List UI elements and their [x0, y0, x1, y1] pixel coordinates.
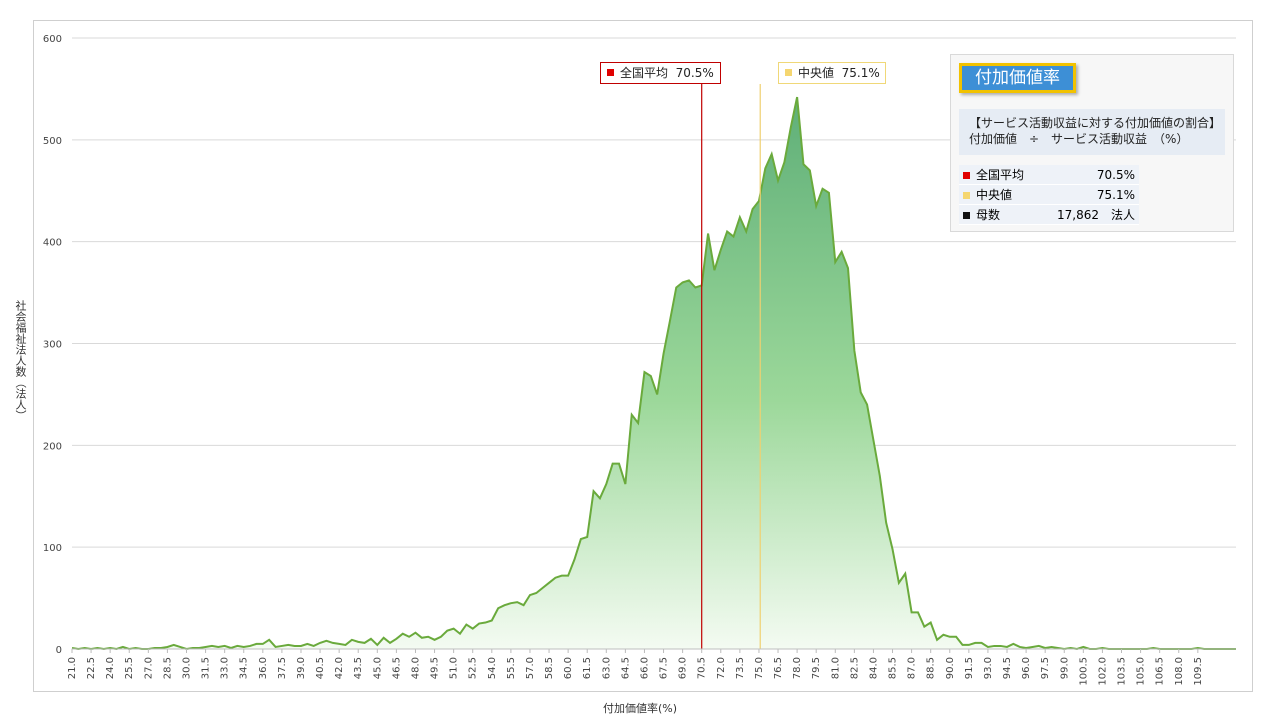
median-marker-label: 中央値 75.1% — [778, 62, 886, 84]
stats-value: 17,862 法人 — [1039, 204, 1139, 225]
x-tick-label: 103.5 — [1117, 657, 1128, 686]
description-line-2: 付加価値 ÷ サービス活動収益 （%） — [969, 132, 1189, 146]
x-tick-label: 82.5 — [849, 657, 860, 679]
stats-row-count: 母数 17,862 法人 — [959, 204, 1139, 225]
x-tick-label: 91.5 — [964, 657, 975, 679]
stats-label: 中央値 — [976, 188, 1013, 202]
x-tick-label: 93.0 — [983, 657, 994, 679]
description-line-1: 【サービス活動収益に対する付加価値の割合】 — [969, 116, 1222, 130]
x-tick-label: 31.5 — [201, 657, 212, 679]
stats-value: 75.1% — [1039, 184, 1139, 205]
stats-row-median: 中央値 75.1% — [959, 184, 1139, 205]
x-tick-label: 48.0 — [410, 657, 421, 679]
x-tick-label: 63.0 — [601, 657, 612, 679]
median-value: 75.1% — [841, 66, 880, 80]
y-tick-label: 0 — [56, 645, 62, 656]
stats-table: 全国平均 70.5% 中央値 75.1% 母数 17,862 法人 — [959, 165, 1139, 225]
x-tick-label: 58.5 — [544, 657, 555, 679]
x-tick-label: 73.5 — [735, 657, 746, 679]
x-tick-label: 40.5 — [315, 657, 326, 679]
x-tick-label: 79.5 — [811, 657, 822, 679]
x-tick-label: 27.0 — [143, 657, 154, 679]
x-tick-label: 90.0 — [945, 657, 956, 679]
x-tick-label: 43.5 — [353, 657, 364, 679]
national-average-legend-square-icon — [607, 69, 614, 76]
y-tick-label: 100 — [43, 543, 62, 554]
x-tick-label: 102.0 — [1097, 657, 1108, 686]
info-panel-description: 【サービス活動収益に対する付加価値の割合】 付加価値 ÷ サービス活動収益 （%… — [959, 109, 1225, 155]
x-tick-label: 52.5 — [468, 657, 479, 679]
x-tick-label: 60.0 — [563, 657, 574, 679]
national-average-label: 全国平均 — [620, 66, 669, 80]
red-square-icon — [963, 172, 970, 179]
x-tick-label: 34.5 — [239, 657, 250, 679]
stats-label: 母数 — [976, 208, 1001, 222]
national-average-value: 70.5% — [675, 66, 714, 80]
x-tick-label: 51.0 — [449, 657, 460, 679]
x-tick-label: 42.0 — [334, 657, 345, 679]
x-tick-label: 55.5 — [506, 657, 517, 679]
x-tick-label: 39.0 — [296, 657, 307, 679]
yellow-square-icon — [963, 192, 970, 199]
x-tick-label: 72.0 — [716, 657, 727, 679]
x-tick-label: 100.5 — [1078, 657, 1089, 686]
y-tick-label: 200 — [43, 441, 62, 452]
x-axis-label: 付加価値率(%) — [602, 702, 678, 715]
y-axis-label: 社会福祉法人数（法人） — [14, 300, 27, 421]
y-tick-label: 600 — [43, 34, 62, 45]
x-tick-label: 49.5 — [430, 657, 441, 679]
x-tick-label: 94.5 — [1002, 657, 1013, 679]
y-tick-label: 500 — [43, 136, 62, 147]
x-tick-label: 67.5 — [659, 657, 670, 679]
x-tick-label: 57.0 — [525, 657, 536, 679]
x-tick-label: 25.5 — [124, 657, 135, 679]
x-tick-label: 97.5 — [1040, 657, 1051, 679]
x-tick-label: 46.5 — [391, 657, 402, 679]
x-tick-label: 108.0 — [1174, 657, 1185, 686]
x-tick-label: 75.0 — [754, 657, 765, 679]
info-panel: 付加価値率 【サービス活動収益に対する付加価値の割合】 付加価値 ÷ サービス活… — [950, 54, 1234, 232]
x-tick-label: 105.0 — [1136, 657, 1147, 686]
median-legend-square-icon — [785, 69, 792, 76]
x-tick-label: 45.0 — [372, 657, 383, 679]
x-tick-label: 64.5 — [620, 657, 631, 679]
distribution-line — [71, 96, 1236, 651]
x-tick-label: 61.5 — [582, 657, 593, 679]
x-tick-label: 88.5 — [926, 657, 937, 679]
median-label: 中央値 — [798, 66, 835, 80]
chart-frame — [33, 20, 1253, 692]
x-tick-label: 33.0 — [220, 657, 231, 679]
x-tick-label: 66.0 — [639, 657, 650, 679]
x-tick-label: 37.5 — [277, 657, 288, 679]
x-tick-label: 76.5 — [773, 657, 784, 679]
stats-label: 全国平均 — [976, 168, 1025, 182]
x-tick-label: 70.5 — [697, 657, 708, 679]
x-tick-label: 85.5 — [888, 657, 899, 679]
x-tick-label: 22.5 — [86, 657, 97, 679]
x-tick-label: 99.0 — [1059, 657, 1070, 679]
x-tick-label: 78.0 — [792, 657, 803, 679]
distribution-area — [72, 97, 1236, 649]
x-tick-label: 96.0 — [1021, 657, 1032, 679]
x-tick-label: 69.0 — [678, 657, 689, 679]
x-tick-label: 109.5 — [1193, 657, 1204, 686]
black-square-icon — [963, 212, 970, 219]
y-tick-label: 300 — [43, 340, 62, 351]
x-tick-label: 54.0 — [487, 657, 498, 679]
x-tick-label: 36.0 — [258, 657, 269, 679]
stats-value: 70.5% — [1039, 165, 1139, 185]
x-tick-label: 106.5 — [1155, 657, 1166, 686]
x-tick-label: 81.0 — [830, 657, 841, 679]
x-tick-label: 87.0 — [907, 657, 918, 679]
x-tick-label: 24.0 — [105, 657, 116, 679]
x-tick-label: 30.0 — [181, 657, 192, 679]
stats-row-average: 全国平均 70.5% — [959, 165, 1139, 185]
x-tick-label: 21.0 — [67, 657, 78, 679]
x-tick-label: 28.5 — [162, 657, 173, 679]
y-tick-label: 400 — [43, 238, 62, 249]
national-average-marker-label: 全国平均 70.5% — [600, 62, 721, 84]
x-tick-label: 84.0 — [868, 657, 879, 679]
info-panel-title: 付加価値率 — [959, 63, 1076, 93]
